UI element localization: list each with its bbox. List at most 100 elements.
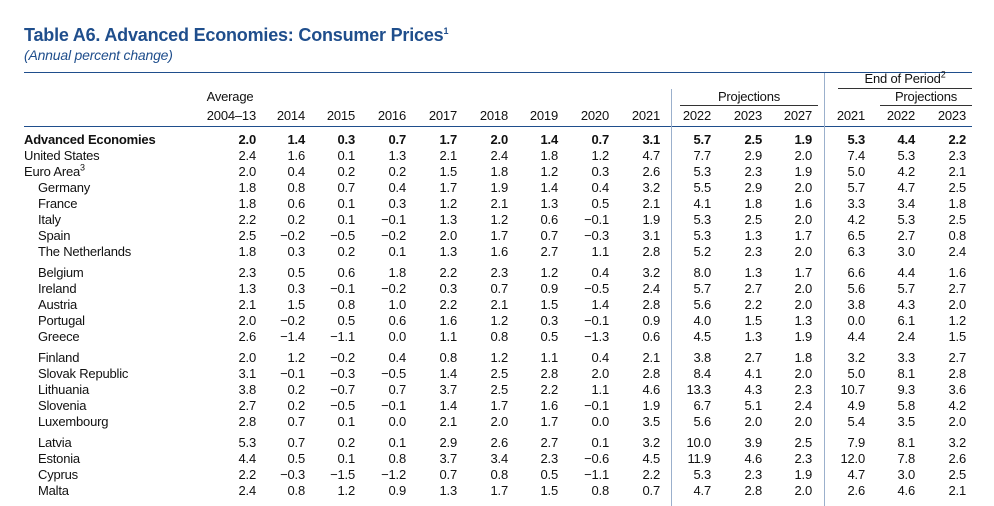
cell: 3.1 bbox=[642, 132, 661, 147]
cell: 1.7 bbox=[490, 483, 509, 498]
cell: 10.0 bbox=[686, 435, 711, 450]
cell: 2.2 bbox=[439, 297, 458, 312]
cell: 2.0 bbox=[794, 180, 813, 195]
cell: 1.3 bbox=[439, 212, 458, 227]
cell: 4.1 bbox=[744, 366, 763, 381]
cell: 2.2 bbox=[948, 132, 967, 147]
row-name: Italy bbox=[38, 212, 61, 227]
cell: 1.9 bbox=[794, 467, 813, 482]
cell: 5.0 bbox=[847, 164, 866, 179]
cell: 5.3 bbox=[897, 212, 916, 227]
cell: 2.7 bbox=[897, 228, 916, 243]
cell: 2.7 bbox=[744, 350, 763, 365]
end-of-period-text: End of Period bbox=[864, 71, 941, 86]
cell: 1.4 bbox=[591, 297, 610, 312]
cell: 2.9 bbox=[744, 148, 763, 163]
cell: 0.1 bbox=[337, 414, 356, 429]
cell: 3.5 bbox=[897, 414, 916, 429]
row-label: Germany bbox=[38, 180, 90, 196]
row-label: Slovak Republic bbox=[38, 366, 128, 382]
row-name: Austria bbox=[38, 297, 78, 312]
cell: 1.2 bbox=[490, 313, 509, 328]
cell: 0.0 bbox=[847, 313, 866, 328]
cell: 2.0 bbox=[794, 244, 813, 259]
cell: 1.9 bbox=[642, 212, 661, 227]
cell: 7.7 bbox=[693, 148, 712, 163]
cell: 3.2 bbox=[642, 435, 661, 450]
cell: −0.1 bbox=[381, 398, 406, 413]
cell: 0.3 bbox=[388, 196, 407, 211]
cell: 0.1 bbox=[388, 244, 407, 259]
column-header: 2027 bbox=[783, 108, 812, 123]
cell: 2.8 bbox=[642, 366, 661, 381]
cell: 2.5 bbox=[948, 467, 967, 482]
cell: −0.7 bbox=[330, 382, 355, 397]
cell: 6.5 bbox=[847, 228, 866, 243]
cell: 3.4 bbox=[897, 196, 916, 211]
cell: 2.8 bbox=[238, 414, 257, 429]
cell: 1.3 bbox=[439, 244, 458, 259]
cell: 2.0 bbox=[490, 414, 509, 429]
row-name: Ireland bbox=[38, 281, 77, 296]
cell: 8.1 bbox=[897, 435, 916, 450]
cell: 4.4 bbox=[897, 132, 916, 147]
cell: 0.2 bbox=[287, 382, 306, 397]
column-header: 2021 bbox=[631, 108, 660, 123]
cell: 5.1 bbox=[744, 398, 763, 413]
cell: 0.8 bbox=[591, 483, 610, 498]
cell: 1.7 bbox=[490, 398, 509, 413]
cell: 5.5 bbox=[693, 180, 712, 195]
cell: −0.1 bbox=[280, 366, 305, 381]
cell: 2.6 bbox=[490, 435, 509, 450]
row-name: France bbox=[38, 196, 78, 211]
row-name: Luxembourg bbox=[38, 414, 109, 429]
row-label: Austria bbox=[38, 297, 77, 313]
cell: 1.6 bbox=[439, 313, 458, 328]
cell: 4.7 bbox=[897, 180, 916, 195]
cell: 1.2 bbox=[287, 350, 306, 365]
cell: 0.7 bbox=[591, 132, 610, 147]
row-name: Latvia bbox=[38, 435, 72, 450]
cell: 3.3 bbox=[897, 350, 916, 365]
cell: 2.7 bbox=[744, 281, 763, 296]
cell: 0.8 bbox=[287, 483, 306, 498]
cell: 2.6 bbox=[642, 164, 661, 179]
column-header: 2021 bbox=[836, 108, 865, 123]
row-name: Greece bbox=[38, 329, 80, 344]
cell: 4.4 bbox=[847, 329, 866, 344]
cell: 2.5 bbox=[794, 435, 813, 450]
cell: 2.3 bbox=[744, 244, 763, 259]
header-rule bbox=[24, 126, 972, 127]
cell: 0.3 bbox=[337, 132, 356, 147]
cell: 4.7 bbox=[847, 467, 866, 482]
cell: 0.7 bbox=[337, 180, 356, 195]
cell: 4.5 bbox=[693, 329, 712, 344]
cell: −0.1 bbox=[381, 212, 406, 227]
cell: 3.8 bbox=[238, 382, 257, 397]
column-header: 2023 bbox=[937, 108, 966, 123]
cell: 0.1 bbox=[337, 451, 356, 466]
cell: 1.7 bbox=[794, 265, 813, 280]
cell: 2.3 bbox=[744, 467, 763, 482]
cell: 1.9 bbox=[794, 132, 813, 147]
cell: 4.3 bbox=[744, 382, 763, 397]
cell: 1.7 bbox=[794, 228, 813, 243]
cell: 4.6 bbox=[897, 483, 916, 498]
cell: 3.8 bbox=[847, 297, 866, 312]
cell: 1.3 bbox=[744, 228, 763, 243]
cell: 2.0 bbox=[238, 350, 257, 365]
row-name: Spain bbox=[38, 228, 71, 243]
cell: 1.0 bbox=[388, 297, 407, 312]
column-header: 2022 bbox=[682, 108, 711, 123]
cell: 3.2 bbox=[642, 180, 661, 195]
cell: 5.3 bbox=[693, 228, 712, 243]
cell: 3.7 bbox=[439, 382, 458, 397]
cell: 1.9 bbox=[794, 329, 813, 344]
cell: 3.8 bbox=[693, 350, 712, 365]
cell: 0.2 bbox=[337, 164, 356, 179]
cell: 0.8 bbox=[490, 467, 509, 482]
subtitle: (Annual percent change) bbox=[24, 47, 173, 63]
cell: 2.0 bbox=[948, 297, 967, 312]
cell: 12.0 bbox=[840, 451, 865, 466]
column-header: 2019 bbox=[529, 108, 558, 123]
